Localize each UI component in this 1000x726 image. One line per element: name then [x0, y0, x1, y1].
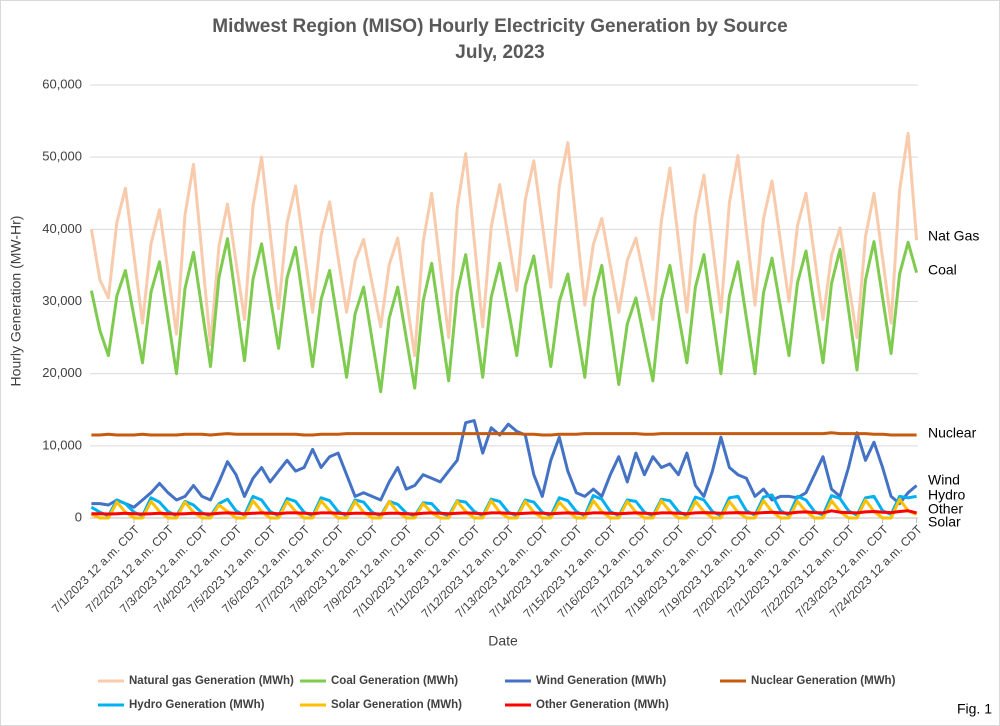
y-tick-label: 40,000 [42, 221, 82, 236]
series-annotation: Other [928, 501, 963, 517]
legend-label: Wind Generation (MWh) [536, 675, 666, 687]
series-line [91, 509, 917, 516]
chart-subtitle: July, 2023 [455, 42, 544, 63]
series-annotation: Nat Gas [928, 228, 979, 244]
series-line [91, 419, 918, 509]
legend-label: Natural gas Generation (MWh) [129, 675, 294, 687]
series-line [90, 493, 917, 518]
y-tick-label: 30,000 [42, 293, 82, 308]
y-tick-label: 60,000 [42, 76, 82, 91]
legend-label: Hydro Generation (MWh) [129, 699, 265, 711]
legend-label: Solar Generation (MWh) [331, 699, 462, 711]
y-tick-label: 10,000 [42, 437, 82, 452]
series-annotation: Wind [928, 472, 960, 488]
series-annotation: Hydro [928, 487, 966, 503]
y-tick-label: 50,000 [42, 149, 82, 164]
series-line [89, 131, 919, 358]
series-line [91, 431, 917, 437]
figure-label: Fig. 1 [957, 701, 992, 717]
chart-title: Midwest Region (MISO) Hourly Electricity… [212, 16, 787, 37]
series-annotation: Nuclear [928, 425, 977, 441]
legend-label: Other Generation (MWh) [536, 699, 669, 711]
series-annotation: Solar [928, 514, 961, 530]
y-tick-label: 20,000 [42, 365, 82, 380]
x-axis-title: Date [488, 633, 518, 649]
legend-label: Nuclear Generation (MWh) [751, 675, 896, 687]
series-annotation: Coal [928, 262, 957, 278]
y-tick-label: 0 [75, 509, 82, 524]
legend-label: Coal Generation (MWh) [331, 675, 458, 687]
series-line [89, 237, 919, 394]
y-axis-title: Hourly Generation (MW-Hr) [8, 216, 24, 387]
